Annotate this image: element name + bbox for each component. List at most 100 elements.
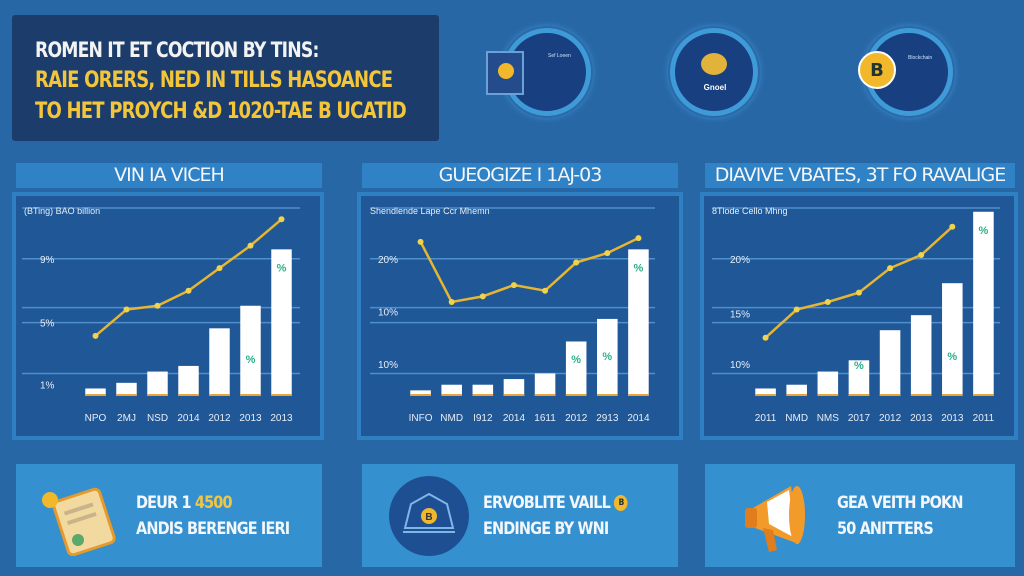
globe-coin-icon <box>701 53 727 75</box>
bar <box>85 388 106 396</box>
info-card-1: DEUR 1 4500 ANDIS BERENGE IERI <box>16 464 322 567</box>
megaphone-icon <box>745 485 805 552</box>
x-tick-label: 2014 <box>627 413 650 424</box>
trend-point <box>123 306 130 313</box>
x-tick-label: NPO <box>85 413 107 424</box>
bar <box>628 249 649 396</box>
bar-base <box>755 394 776 396</box>
bar-base <box>240 394 261 396</box>
x-tick-label: 2017 <box>848 413 871 424</box>
x-tick-label: INFO <box>409 413 433 424</box>
info-card-2: B ERVOBLITE VAILL B ENDINGE BY WNI <box>362 464 678 567</box>
bar <box>441 384 462 396</box>
bar-base <box>942 394 963 396</box>
x-tick-label: NMS <box>817 413 840 424</box>
bar <box>147 371 168 396</box>
trend-point <box>793 306 800 313</box>
bar-label: % <box>246 354 256 366</box>
bar <box>240 305 261 396</box>
y-tick-label: 10% <box>378 360 398 371</box>
badge-caption: Gnoel <box>703 83 727 92</box>
x-tick-label: I912 <box>473 413 493 424</box>
x-tick-label: 2013 <box>239 413 262 424</box>
trend-point <box>510 282 517 289</box>
headline-box: ROMEN IT ET COCTION BY TINS: RAIE ORERS,… <box>12 15 439 141</box>
y-tick-label: 15% <box>730 309 750 320</box>
trend-point <box>448 299 455 305</box>
trend-point <box>855 289 862 296</box>
bar-base <box>271 394 292 396</box>
document-coin-badge: Sef Loeen <box>486 28 591 116</box>
bar-base <box>503 394 525 396</box>
bar-base <box>472 394 494 396</box>
globe-coin-badge: Gnoel <box>670 28 758 116</box>
bar <box>910 315 932 396</box>
headline-line-2: RAIE ORERS, NED IN TILLS HASOANCE <box>35 68 393 93</box>
chart-subtitle: (BTing) BAO billion <box>24 206 100 216</box>
coin-icon: B <box>614 494 628 511</box>
x-tick-label: 2012 <box>879 413 902 424</box>
x-tick-label: NMD <box>440 413 463 424</box>
y-tick-label: 20% <box>730 255 750 266</box>
id-card-icon <box>42 487 116 556</box>
card-1-line-1: DEUR 1 <box>136 492 195 513</box>
chart-3-panel <box>700 192 1018 440</box>
trend-point <box>216 265 223 272</box>
bar-base <box>910 394 932 396</box>
x-tick-label: 1611 <box>534 413 556 424</box>
bar-base <box>597 394 618 396</box>
bar-base <box>534 394 556 396</box>
bar-base <box>441 394 462 396</box>
bar <box>786 384 807 396</box>
card-3-line-2: 50 ANITTERS <box>837 518 934 539</box>
trend-point <box>479 293 486 300</box>
trend-point <box>185 287 192 294</box>
trend-point <box>762 334 769 341</box>
chart-subtitle: 8Tlode Cello Mhng <box>712 206 788 216</box>
bar <box>410 390 431 396</box>
chart-1-title: VIN IA VICEH <box>16 163 322 188</box>
bar <box>848 360 870 396</box>
trend-point <box>278 216 285 223</box>
bar-base <box>628 394 649 396</box>
card-2-line-1: ERVOBLITE VAILL <box>483 492 611 513</box>
trend-point <box>887 265 894 272</box>
bitcoin-badge: B Blockchain <box>858 28 953 116</box>
bar <box>271 249 292 396</box>
bar <box>755 388 776 396</box>
bar <box>503 379 525 396</box>
bar <box>879 330 901 396</box>
bar <box>817 371 839 396</box>
bar-base <box>85 394 106 396</box>
bar-base <box>147 394 168 396</box>
card-2-line-2: ENDINGE BY WNI <box>483 518 609 539</box>
bar <box>565 341 587 396</box>
bar <box>942 283 963 396</box>
bar <box>534 373 556 396</box>
y-tick-label: 1% <box>40 381 55 392</box>
bar <box>209 328 230 396</box>
card-1-amount: 4500 <box>194 492 233 513</box>
badge-caption: Blockchain <box>908 55 933 61</box>
bar-base <box>410 394 431 396</box>
bar-base <box>848 394 870 396</box>
x-tick-label: NMD <box>785 413 808 424</box>
trend-point <box>247 242 254 249</box>
card-1-line-2: ANDIS BERENGE IERI <box>136 518 290 539</box>
bar-label: % <box>854 360 864 372</box>
bar <box>178 365 199 396</box>
trend-point <box>573 259 580 266</box>
card-3-line-1: GEA VEITH POKN <box>837 492 963 513</box>
bar-label: % <box>634 262 644 274</box>
bar-base <box>817 394 839 396</box>
bitcoin-icon: B <box>858 51 896 89</box>
badge-caption: Sef Loeen <box>548 53 571 59</box>
y-tick-label: 10% <box>378 307 398 318</box>
bar-label: % <box>571 354 581 366</box>
trend-point <box>824 299 831 305</box>
vault-coin-label: B <box>425 512 432 523</box>
chart-3-title: DIAVIVE VBATES, 3T FO RAVALIGE <box>705 163 1015 188</box>
trend-point <box>604 250 611 257</box>
chart-2-title: GUEOGIZE I 1AJ-03 <box>362 163 678 188</box>
